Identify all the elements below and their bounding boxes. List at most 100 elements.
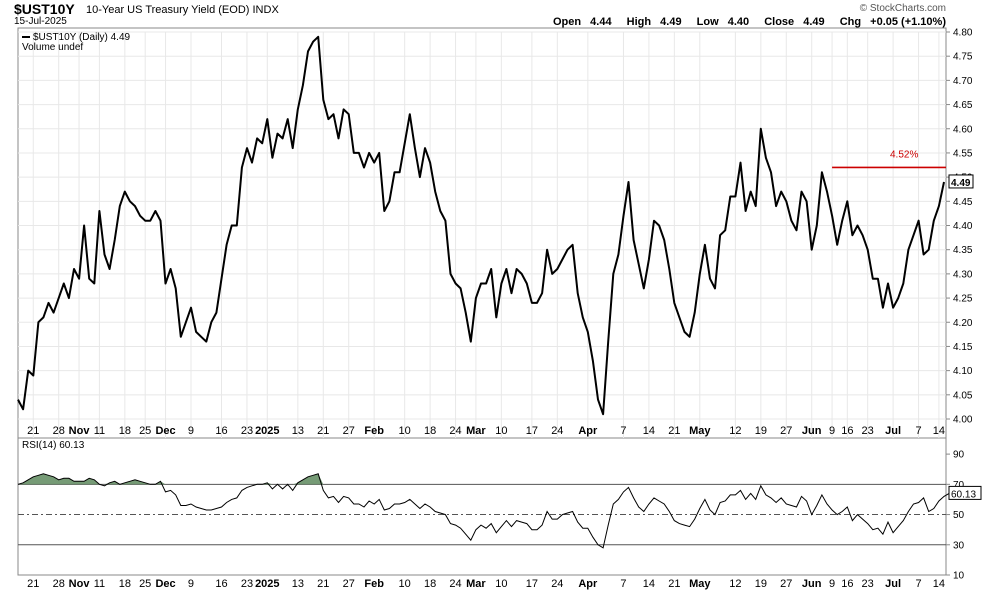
price-legend-label: $UST10Y (Daily) 4.49 (33, 32, 131, 43)
rsi-x-tick-label: 28 (53, 578, 65, 590)
main-x-tick-label: 14 (643, 425, 655, 437)
main-y-tick-label: 4.10 (953, 366, 973, 377)
rsi-last-tag-text: 60.13 (951, 489, 976, 500)
close-label: Close (764, 16, 795, 28)
main-y-tick-label: 4.35 (953, 245, 973, 256)
annotation-group: 4.52% (832, 149, 946, 169)
rsi-overbought-fill (155, 481, 166, 485)
rsi-x-tick-label: 18 (119, 578, 131, 590)
main-y-tick-label: 4.05 (953, 390, 973, 401)
main-x-tick-label: 9 (829, 425, 835, 437)
main-x-tick-label: Apr (578, 425, 598, 437)
symbol-label: $UST10Y (14, 1, 75, 17)
chart-date: 15-Jul-2025 (14, 16, 67, 27)
annotation-label: 4.52% (890, 149, 918, 160)
open-label: Open (552, 16, 582, 28)
main-x-tick-label: 19 (755, 425, 767, 437)
low-readout: Low 4.40 (691, 16, 749, 28)
price-last-tag-box (948, 174, 974, 189)
main-x-axis: 21 28 Nov 11 18 25 Dec 9 16 23 2025 13 21 27 Feb 10 18 24… (27, 425, 945, 437)
price-last-tag: 4.49 (948, 174, 974, 189)
rsi-panel-frame (17, 437, 947, 576)
main-x-tick-label: 7 (620, 425, 626, 437)
rsi-last-tag-box (948, 485, 982, 500)
volume-note-label: Volume undef (22, 42, 83, 53)
main-grid (18, 31, 946, 438)
rsi-line[interactable] (17, 473, 950, 549)
main-x-tick-label: 17 (526, 425, 538, 437)
low-value: 4.40 (727, 16, 750, 28)
rsi-x-tick-label: 24 (551, 578, 563, 590)
main-y-tick-label: 4.20 (953, 318, 973, 329)
rsi-x-tick-label: 13 (292, 578, 304, 590)
rsi-x-tick-label: 10 (399, 578, 411, 590)
rsi-x-tick-label: 25 (139, 578, 151, 590)
main-x-tick-label: 23 (241, 425, 253, 437)
rsi-x-tick-label: 21 (668, 578, 680, 590)
rsi-y-tick-label: 30 (953, 540, 965, 551)
main-y-axis: 4.00 4.05 4.10 4.15 4.20 4.25 4.30 4.35 4.40 4.45… (946, 28, 973, 426)
rsi-x-tick-label: Jun (802, 578, 822, 590)
main-x-tick-label: 27 (780, 425, 792, 437)
rsi-x-tick-label: Jul (885, 578, 901, 590)
main-y-tick-label: 4.30 (953, 269, 973, 280)
rsi-x-tick-label: 10 (495, 578, 507, 590)
main-y-tick-label: 4.55 (953, 148, 973, 159)
rsi-x-tick-label: 7 (620, 578, 626, 590)
rsi-x-tick-label: 11 (94, 578, 105, 590)
description-text: 10-Year US Treasury Yield (EOD) (86, 4, 250, 16)
change-readout: Chg +0.05 (+1.10%) (834, 16, 946, 28)
rsi-x-tick-label: 18 (424, 578, 436, 590)
rsi-x-tick-label: 16 (841, 578, 853, 590)
high-label: High (626, 16, 652, 28)
main-x-tick-label: 14 (933, 425, 945, 437)
close-readout: Close 4.49 (758, 16, 824, 28)
rsi-x-tick-label: 9 (829, 578, 835, 590)
rsi-x-tick-label: 24 (449, 578, 461, 590)
rsi-x-tick-label: Mar (466, 578, 486, 590)
main-x-tick-label: 25 (139, 425, 151, 437)
rsi-y-tick-label: 90 (953, 450, 965, 461)
symbol-description: 10-Year US Treasury Yield (EOD) INDX (86, 4, 279, 16)
rsi-y-axis: 10 30 50 70 90 (946, 450, 965, 582)
copyright-label[interactable]: © StockCharts.com (859, 3, 946, 14)
close-value: 4.49 (803, 16, 825, 28)
main-x-tick-label: Jul (885, 425, 901, 437)
rsi-x-tick-label: 19 (755, 578, 767, 590)
exchange-text: INDX (252, 4, 279, 16)
open-value: 4.44 (590, 16, 612, 28)
price-last-tag-text: 4.49 (951, 178, 971, 189)
change-value: +0.05 (+1.10%) (870, 16, 946, 28)
main-x-tick-label: 24 (449, 425, 461, 437)
rsi-x-tick-label: 14 (643, 578, 655, 590)
ohlc-readout: Open 4.44 High 4.49 Low 4.40 Close 4.49 … (541, 16, 946, 28)
main-y-tick-label: 4.70 (953, 76, 973, 87)
main-x-tick-label: 7 (915, 425, 921, 437)
main-x-tick-label: Nov (69, 425, 91, 437)
rsi-x-tick-label: 21 (27, 578, 39, 590)
price-line[interactable] (17, 35, 945, 416)
rsi-y-tick-label: 70 (953, 480, 965, 491)
rsi-x-tick-label: 14 (933, 578, 945, 590)
rsi-series-group (17, 473, 950, 549)
rsi-x-tick-label: 2025 (255, 578, 279, 590)
main-y-tick-label: 4.25 (953, 294, 973, 305)
rsi-x-tick-label: Dec (155, 578, 175, 590)
rsi-x-tick-label: 9 (188, 578, 194, 590)
main-y-tick-label: 4.80 (953, 28, 973, 39)
rsi-x-tick-label: Apr (578, 578, 598, 590)
main-x-tick-label: 21 (317, 425, 329, 437)
main-x-tick-label: 27 (343, 425, 355, 437)
rsi-x-tick-label: 17 (526, 578, 538, 590)
main-x-tick-label: Feb (364, 425, 384, 437)
main-y-tick-label: 4.65 (953, 100, 973, 111)
rsi-overbought-fill (119, 479, 151, 485)
rsi-y-tick-label: 10 (953, 571, 965, 582)
main-x-tick-label: Dec (155, 425, 175, 437)
main-y-tick-label: 4.00 (953, 415, 973, 426)
high-readout: High 4.49 (621, 16, 682, 28)
rsi-x-tick-label: 21 (317, 578, 329, 590)
rsi-y-tick-label: 50 (953, 510, 965, 521)
main-y-tick-label: 4.60 (953, 124, 973, 135)
